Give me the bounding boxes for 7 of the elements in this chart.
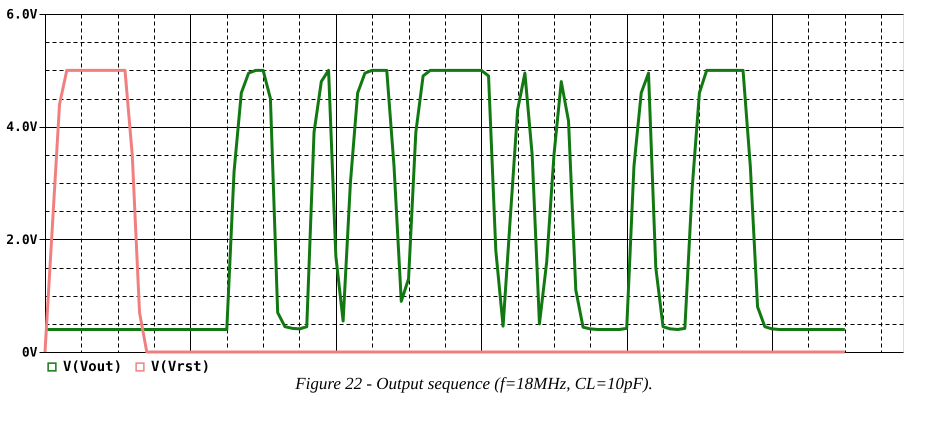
y-tick-label: 2.0V — [6, 232, 38, 248]
legend-label: V(Vout) — [63, 359, 122, 375]
y-tick-label: 6.0V — [6, 8, 38, 22]
caption: Figure 22 - Output sequence (f=18MHz, CL=10pF). — [294, 374, 653, 393]
y-tick-label: 4.0V — [6, 120, 38, 136]
legend-label: V(Vrst) — [151, 359, 210, 375]
y-tick-label: 0V — [22, 346, 38, 360]
